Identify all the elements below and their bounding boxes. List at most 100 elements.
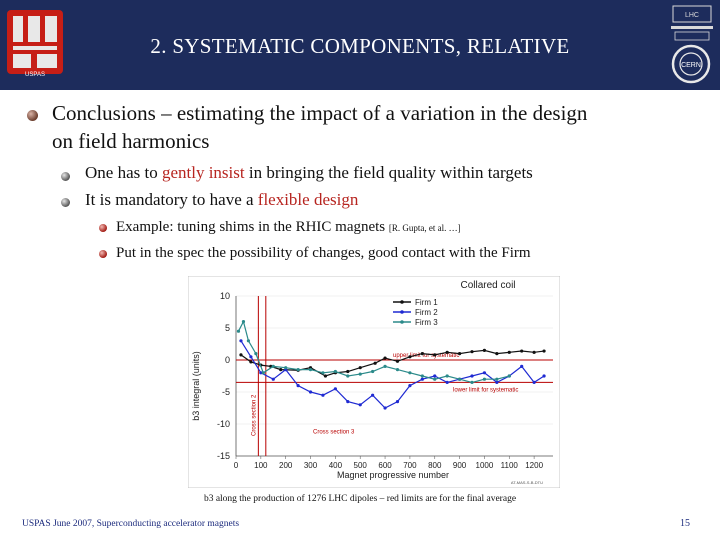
legend-marker bbox=[400, 310, 404, 314]
data-point bbox=[542, 374, 546, 378]
data-point bbox=[445, 380, 449, 384]
data-point bbox=[532, 380, 536, 384]
data-point bbox=[383, 364, 387, 368]
legend-label: Firm 3 bbox=[415, 318, 438, 327]
data-point bbox=[239, 353, 243, 357]
reference: [R. Gupta, et al. …] bbox=[388, 223, 461, 233]
bullet-text-line1: Conclusions – estimating the impact of a… bbox=[52, 101, 588, 125]
data-point bbox=[395, 368, 400, 372]
data-point bbox=[236, 329, 241, 333]
data-point bbox=[470, 380, 474, 384]
data-point bbox=[408, 384, 412, 388]
data-point bbox=[395, 359, 400, 363]
data-point bbox=[470, 374, 474, 378]
sub-bullet-marker bbox=[61, 172, 70, 181]
data-point bbox=[333, 387, 337, 391]
y-tick-label: 5 bbox=[225, 323, 230, 333]
data-point bbox=[420, 374, 424, 378]
data-point bbox=[542, 349, 546, 353]
sub-bullet-text: One has to gently insist in bringing the… bbox=[85, 163, 533, 182]
y-tick-label: 0 bbox=[225, 355, 230, 365]
x-tick-label: 1000 bbox=[476, 461, 494, 470]
data-point bbox=[239, 339, 243, 343]
bullet-text-line2: on field harmonics bbox=[52, 129, 210, 153]
highlight-text: gently insist bbox=[161, 163, 245, 182]
y-tick-label: -15 bbox=[217, 451, 230, 461]
data-point bbox=[445, 350, 449, 354]
data-point bbox=[383, 406, 387, 410]
data-point bbox=[358, 366, 362, 370]
data-point bbox=[249, 360, 253, 364]
chart-credit: AT-MAS-S-B-DTU bbox=[511, 480, 543, 485]
highlight-text: flexible design bbox=[257, 190, 359, 209]
data-point bbox=[261, 371, 265, 375]
data-point bbox=[433, 377, 437, 381]
data-point bbox=[358, 403, 362, 407]
series-line bbox=[240, 349, 545, 377]
page-number: 15 bbox=[680, 518, 690, 529]
bullet-marker bbox=[27, 110, 38, 121]
data-point bbox=[373, 361, 377, 365]
x-tick-label: 900 bbox=[453, 461, 467, 470]
data-point bbox=[482, 377, 487, 381]
legend-label: Firm 1 bbox=[415, 298, 438, 307]
data-point bbox=[408, 371, 412, 375]
cross-section-label: Cross section 3 bbox=[313, 430, 355, 436]
data-point bbox=[383, 356, 387, 360]
data-point bbox=[507, 350, 511, 354]
data-point bbox=[445, 374, 449, 378]
sub-sub-bullet-marker bbox=[99, 224, 107, 232]
data-point bbox=[482, 348, 487, 352]
x-tick-label: 300 bbox=[304, 461, 318, 470]
figure-caption: b3 along the production of 1276 LHC dipo… bbox=[203, 494, 517, 504]
data-point bbox=[284, 366, 288, 370]
y-tick-label: 10 bbox=[220, 291, 230, 301]
data-point bbox=[346, 369, 350, 374]
data-point bbox=[279, 368, 283, 372]
svg-text:USPAS: USPAS bbox=[25, 72, 45, 78]
plot-area: 10 5 0 -5 -10 -15 0 100 200 300 400 500 600 700 800 900… bbox=[217, 291, 553, 470]
data-point bbox=[308, 368, 313, 372]
data-point bbox=[259, 371, 263, 375]
svg-text:CERN: CERN bbox=[681, 62, 701, 69]
data-point bbox=[420, 352, 424, 356]
header-band: USPAS 2. SYSTEMATIC COMPONENTS, RELATIVE… bbox=[0, 0, 720, 90]
limit-label: lower limit for systematic bbox=[453, 387, 518, 393]
data-point bbox=[495, 352, 499, 356]
y-tick-label: -10 bbox=[217, 419, 230, 429]
data-point bbox=[296, 368, 300, 372]
data-point bbox=[520, 364, 524, 368]
sub-sub-bullet-text: Example: tuning shims in the RHIC magnet… bbox=[116, 219, 461, 235]
x-tick-label: 0 bbox=[234, 461, 239, 470]
data-point bbox=[395, 400, 400, 404]
footer-text: USPAS June 2007, Superconducting acceler… bbox=[22, 519, 240, 529]
slide-title: 2. SYSTEMATIC COMPONENTS, RELATIVE bbox=[150, 34, 570, 58]
x-tick-label: 600 bbox=[378, 461, 392, 470]
x-tick-label: 1100 bbox=[501, 461, 519, 470]
b3-chart: Collared coil Magnet progressive number … bbox=[188, 276, 560, 488]
data-point bbox=[296, 384, 300, 388]
data-point bbox=[371, 369, 375, 374]
data-point bbox=[495, 377, 499, 381]
data-point bbox=[433, 374, 437, 378]
x-tick-label: 500 bbox=[354, 461, 368, 470]
data-point bbox=[433, 353, 437, 357]
sub-sub-bullet-text: Put in the spec the possibility of chang… bbox=[116, 245, 531, 261]
data-point bbox=[321, 371, 325, 375]
x-axis-label: Magnet progressive number bbox=[337, 470, 449, 480]
x-tick-label: 400 bbox=[329, 461, 343, 470]
limit-label: upper limit for systematic bbox=[393, 353, 459, 359]
x-tick-label: 700 bbox=[403, 461, 417, 470]
data-point bbox=[271, 377, 275, 381]
sub-sub-bullet-marker bbox=[99, 250, 107, 258]
data-point bbox=[321, 393, 325, 397]
data-point bbox=[241, 320, 246, 324]
data-point bbox=[308, 390, 313, 394]
data-point bbox=[470, 350, 474, 354]
chart-title: Collared coil bbox=[460, 280, 515, 291]
data-point bbox=[520, 349, 524, 353]
data-point bbox=[371, 393, 375, 397]
x-tick-label: 100 bbox=[254, 461, 268, 470]
sub-bullet-text: It is mandatory to have a flexible desig… bbox=[85, 190, 359, 209]
data-point bbox=[358, 372, 362, 376]
